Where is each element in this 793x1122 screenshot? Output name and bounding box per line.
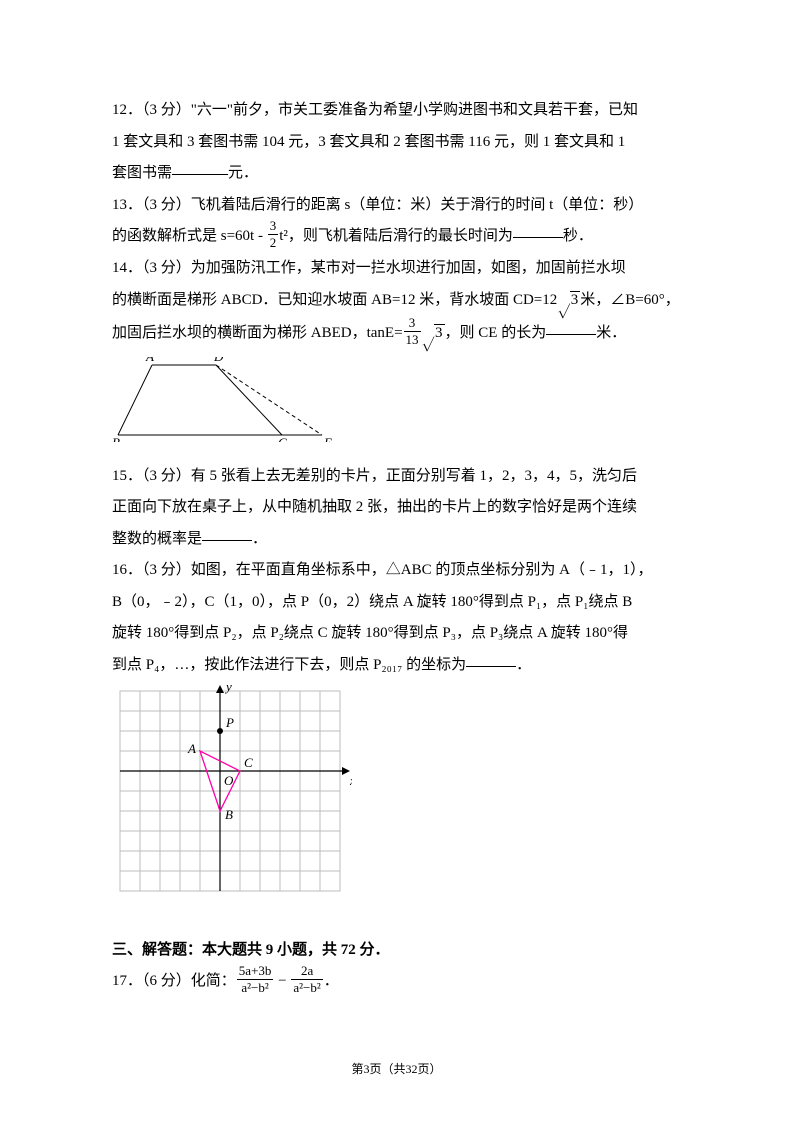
q15-text-a: 有 5 张看上去无差别的卡片，正面分别写着 1，2，3，4，5，洗匀后 xyxy=(191,468,637,484)
q14-frac: 313 xyxy=(404,316,421,346)
q15-period: ． xyxy=(252,531,267,547)
q16-line2: B（0，﹣2），C（1，0），点 P（0，2）绕点 A 旋转 180°得到点 P… xyxy=(112,587,683,619)
q17-minus: − xyxy=(274,973,290,989)
svg-text:D: D xyxy=(213,357,224,364)
svg-text:E: E xyxy=(323,435,332,442)
q12-line3: 套图书需 元． xyxy=(112,158,683,190)
q13-frac: 32 xyxy=(268,219,279,249)
q14-blank xyxy=(546,320,596,335)
q15-line1: 15．（3 分）有 5 张看上去无差别的卡片，正面分别写着 1，2，3，4，5，… xyxy=(112,461,683,493)
q14-text-a: 为加强防汛工作，某市对一拦水坝进行加固，如图，加固前拦水坝 xyxy=(191,260,626,276)
svg-text:P: P xyxy=(225,715,234,730)
q14-line2: 的横断面是梯形 ABCD．已知迎水坡面 AB=12 米，背水坡面 CD=123米… xyxy=(112,284,683,317)
q17-period: ． xyxy=(324,973,339,989)
q16-num: 16． xyxy=(112,562,142,578)
q12-line2: 1 套文具和 3 套图书需 104 元，3 套文具和 2 套图书需 116 元，… xyxy=(112,127,683,159)
q14-text-c: 加固后拦水坝的横断面为梯形 ABED，tanE= xyxy=(112,325,403,341)
q17-line: 17．（6 分）化简：5a+3ba²−b² − 2aa²−b²． xyxy=(112,966,683,998)
svg-text:A: A xyxy=(145,357,154,364)
q14-sqrt1: 3 xyxy=(557,284,580,317)
q15-line3: 整数的概率是 ． xyxy=(112,524,683,556)
q12-text-c: 套图书需 xyxy=(112,165,172,181)
svg-text:A: A xyxy=(187,741,196,756)
q12-line1: 12．（3 分）"六一"前夕，市关工委准备为希望小学购进图书和文具若干套，已知 xyxy=(112,95,683,127)
q16-line3: 旋转 180°得到点 P₂，点 P₂绕点 C 旋转 180°得到点 P₃，点 P… xyxy=(112,618,683,650)
page: 12．（3 分）"六一"前夕，市关工委准备为希望小学购进图书和文具若干套，已知 … xyxy=(0,0,793,1122)
q13-blank xyxy=(513,223,563,238)
q16-text-a: 如图，在平面直角坐标系中，△ABC 的顶点坐标分别为 A（﹣1，1）， xyxy=(191,562,653,578)
q16-text-d: 到点 P₄，…，按此作法进行下去，则点 P₂₀₁₇ 的坐标为 xyxy=(112,657,466,673)
q14-text-b: 的横断面是梯形 ABCD．已知迎水坡面 AB=12 米，背水坡面 CD=12 xyxy=(112,292,557,308)
q12-points: （3 分） xyxy=(142,102,191,118)
q14-points: （3 分） xyxy=(142,260,191,276)
q12-blank xyxy=(172,160,228,175)
q14-line3: 加固后拦水坝的横断面为梯形 ABED，tanE=3133，则 CE 的长为 米． xyxy=(112,317,683,350)
q16-figure: xyOABCP xyxy=(112,685,683,913)
q15-points: （3 分） xyxy=(142,468,191,484)
svg-text:x: x xyxy=(349,773,352,788)
q13-num: 13． xyxy=(112,197,142,213)
q16-line1: 16．（3 分）如图，在平面直角坐标系中，△ABC 的顶点坐标分别为 A（﹣1，… xyxy=(112,555,683,587)
q14-text-c2: ，则 CE 的长为 xyxy=(445,325,547,341)
q13-line1: 13．（3 分）飞机着陆后滑行的距离 s（单位：米）关于滑行的时间 t（单位：秒… xyxy=(112,190,683,222)
q13-text-a: 飞机着陆后滑行的距离 s（单位：米）关于滑行的时间 t（单位：秒） xyxy=(191,197,644,213)
q15-line2: 正面向下放在桌子上，从中随机抽取 2 张，抽出的卡片上的数字恰好是两个连续 xyxy=(112,492,683,524)
q17-frac2: 2aa²−b² xyxy=(291,964,322,994)
coordinate-grid-svg: xyOABCP xyxy=(112,685,352,900)
q17-frac1: 5a+3ba²−b² xyxy=(237,964,274,994)
q16-points: （3 分） xyxy=(142,562,191,578)
q15-blank xyxy=(202,526,252,541)
trapezoid-svg: A D B C E xyxy=(112,357,332,442)
svg-text:B: B xyxy=(225,807,233,822)
q14-num: 14． xyxy=(112,260,142,276)
q16-line4: 到点 P₄，…，按此作法进行下去，则点 P₂₀₁₇ 的坐标为 ． xyxy=(112,650,683,682)
q14-line1: 14．（3 分）为加强防汛工作，某市对一拦水坝进行加固，如图，加固前拦水坝 xyxy=(112,253,683,285)
page-footer: 第3页（共32页） xyxy=(0,1057,793,1082)
q13-line2: 的函数解析式是 s=60t ‑ 32t²，则飞机着陆后滑行的最长时间为 秒． xyxy=(112,221,683,253)
section3-title: 三、解答题：本大题共 9 小题，共 72 分． xyxy=(112,935,683,967)
q17-num: 17． xyxy=(112,973,142,989)
q12-unit: 元． xyxy=(228,165,258,181)
svg-text:B: B xyxy=(112,435,120,442)
q14-unit: 米． xyxy=(596,325,626,341)
q16-period: ． xyxy=(516,657,531,673)
svg-text:y: y xyxy=(224,685,232,694)
svg-text:C: C xyxy=(278,435,287,442)
q14-sqrt2: 3 xyxy=(422,317,445,350)
q13-text-c: t²，则飞机着陆后滑行的最长时间为 xyxy=(279,228,513,244)
svg-text:C: C xyxy=(244,755,253,770)
q13-unit: 秒． xyxy=(563,228,593,244)
q16-blank xyxy=(466,652,516,667)
q13-points: （3 分） xyxy=(142,197,191,213)
q13-text-b: 的函数解析式是 s=60t ‑ xyxy=(112,228,267,244)
q15-num: 15． xyxy=(112,468,142,484)
q12-text-a: "六一"前夕，市关工委准备为希望小学购进图书和文具若干套，已知 xyxy=(191,102,638,118)
q14-text-b2: 米，∠B=60°， xyxy=(580,292,679,308)
q12-num: 12． xyxy=(112,102,142,118)
q17-points: （6 分） xyxy=(142,973,191,989)
q14-figure: A D B C E xyxy=(112,357,683,455)
q15-text-c: 整数的概率是 xyxy=(112,531,202,547)
q17-text: 化简： xyxy=(191,973,236,989)
